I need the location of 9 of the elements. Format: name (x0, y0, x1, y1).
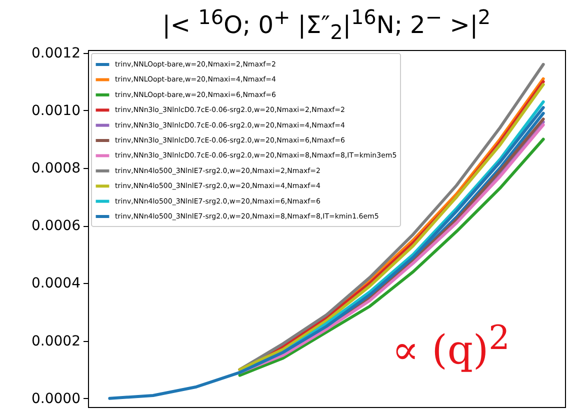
y-tick-label: 0.0000 (32, 390, 80, 407)
y-tick-label: 0.0006 (32, 218, 81, 234)
chart-title: |< $^{16}$O; 0$^{+}$ |Σ″$_{2}$|$^{16}$N; 2$^{−}$ >|$^{2}$ (162, 5, 491, 44)
y-tick-label: 0.0002 (32, 333, 80, 350)
y-tick-label: 0.0008 (32, 160, 80, 177)
annotation: ∝ (q)$^{2}$ (392, 318, 510, 374)
y-tick-label: 0.0004 (32, 276, 81, 292)
y-tick-label: 0.0012 (32, 45, 80, 62)
y-tick-label: 0.0010 (32, 102, 80, 119)
